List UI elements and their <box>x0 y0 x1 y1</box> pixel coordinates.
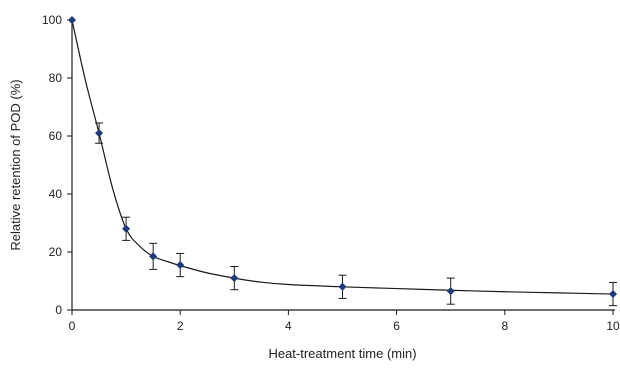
data-point <box>123 225 130 232</box>
y-tick-label: 40 <box>49 187 63 201</box>
data-points <box>68 16 616 297</box>
x-tick-label: 10 <box>606 319 620 333</box>
data-point <box>95 130 102 137</box>
data-point <box>231 275 238 282</box>
y-tick-label: 20 <box>49 245 63 259</box>
x-tick-label: 4 <box>285 319 292 333</box>
error-bars <box>95 123 617 306</box>
x-axis-title: Heat-treatment time (min) <box>268 346 416 361</box>
data-point <box>447 288 454 295</box>
data-point <box>150 253 157 260</box>
x-tick-label: 8 <box>501 319 508 333</box>
data-point <box>339 283 346 290</box>
data-point <box>177 261 184 268</box>
y-tick-label: 0 <box>55 303 62 317</box>
x-tick-label: 6 <box>393 319 400 333</box>
x-tick-label: 2 <box>177 319 184 333</box>
x-ticks: 0 2 4 6 8 10 <box>69 310 620 333</box>
y-tick-label: 60 <box>49 129 63 143</box>
y-tick-label: 80 <box>49 71 63 85</box>
x-tick-label: 0 <box>69 319 76 333</box>
y-axis-title: Relative retention of POD (%) <box>8 79 23 250</box>
data-point <box>609 290 616 297</box>
y-tick-label: 100 <box>42 13 62 27</box>
data-point <box>68 16 75 23</box>
y-ticks: 0 20 40 60 80 100 <box>42 13 72 317</box>
